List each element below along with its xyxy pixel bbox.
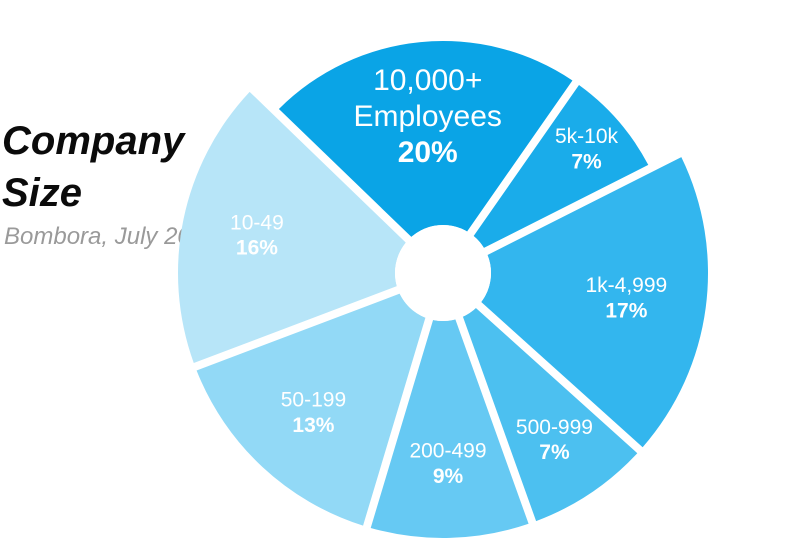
pie-slice-label: 500-999: [516, 416, 593, 439]
chart-title-line-2: Size: [2, 171, 83, 215]
pie-slice-value-label: 7%: [539, 441, 570, 464]
pie-slice-label: 10-49: [230, 211, 284, 234]
pie-slice-5k-10k: [473, 85, 649, 248]
chart-title-line-1: Company: [2, 119, 185, 163]
pie-slice-label: 10,000+: [373, 64, 482, 97]
pie-slice-200-499: [370, 319, 529, 538]
chart-title: Company Size: [2, 115, 184, 219]
pie-slice-value-label: 17%: [605, 299, 647, 322]
pie-label-group: 10-49 16%: [230, 211, 284, 259]
pie-slice-value-label: 13%: [292, 414, 334, 437]
pie-slice-label: 50-199: [281, 389, 346, 412]
pie-slice-10-49: [178, 91, 406, 364]
pie-slice-label: 200-499: [409, 440, 486, 463]
pie-slice-label: Employees: [354, 100, 502, 133]
pie-slice-500-999: [462, 307, 638, 522]
pie-slice-value-label: 16%: [236, 237, 278, 260]
pie-slice-50-199: [196, 293, 426, 526]
pie-slice-1k-4-999: [481, 157, 708, 448]
donut-hole: [395, 225, 491, 321]
pie-slice-value-label: 9%: [433, 465, 464, 488]
pie-slice-value-label: 7%: [571, 150, 602, 173]
pie-slice-value-label: 20%: [398, 136, 458, 169]
pie-slice-label: 5k-10k: [555, 125, 619, 148]
pie-slice-10-000-employees: [278, 41, 573, 237]
pie-slice-label: 1k-4,999: [586, 274, 668, 297]
